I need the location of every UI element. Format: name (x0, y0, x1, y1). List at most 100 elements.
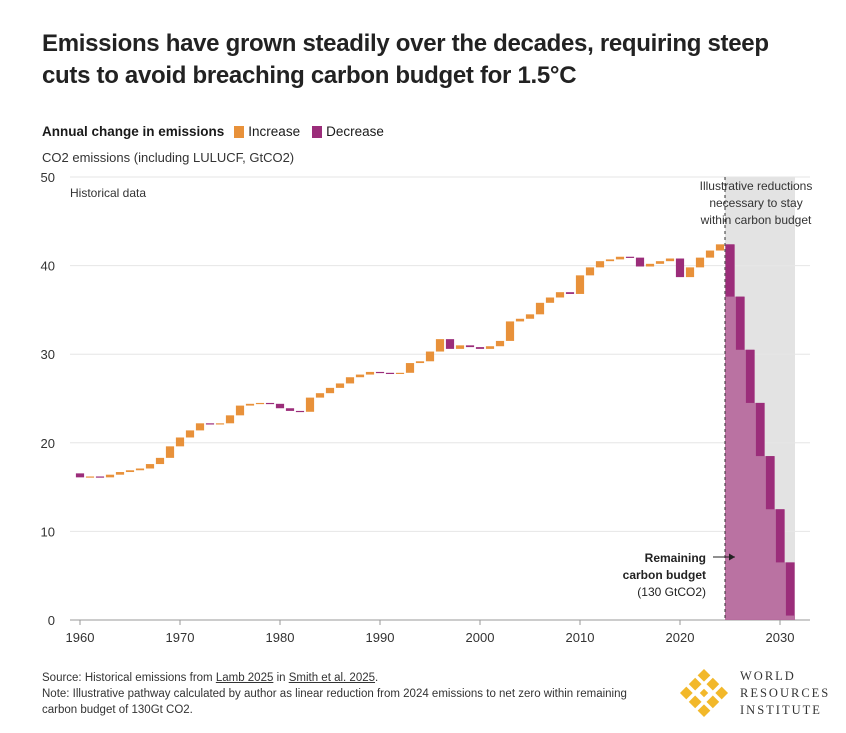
bar-1984 (315, 393, 325, 398)
x-tick-label: 2010 (566, 630, 595, 645)
bar-1991 (385, 372, 395, 375)
source-prefix: Source: Historical emissions from (42, 672, 216, 684)
bar-2020 (675, 258, 685, 278)
bar-1971 (185, 430, 195, 438)
x-tick-label: 1970 (166, 630, 195, 645)
source-line: Source: Historical emissions from Lamb 2… (42, 670, 642, 686)
bar-1965 (125, 470, 135, 473)
bar-2023 (705, 250, 715, 258)
increase-swatch (234, 125, 245, 138)
chart-title: Emissions have grown steadily over the d… (42, 30, 769, 89)
historical-data-annotation: Historical data (70, 186, 146, 200)
pathway-bar-2030 (775, 509, 785, 563)
bar-2015 (625, 256, 635, 258)
x-tick-label: 1990 (366, 630, 395, 645)
x-tick-label: 2030 (766, 630, 795, 645)
source-link-lamb[interactable]: Lamb 2025 (215, 672, 274, 684)
y-tick-label: 30 (41, 347, 55, 362)
bar-2011 (585, 267, 595, 276)
bar-1975 (225, 415, 235, 424)
bar-1961 (85, 476, 95, 478)
bar-1979 (265, 402, 275, 405)
bar-1978 (255, 402, 265, 405)
legend: Annual change in emissions Increase Decr… (42, 124, 396, 139)
bar-1987 (345, 377, 355, 384)
bar-2014 (615, 256, 625, 260)
logo-line-3: INSTITUTE (740, 703, 822, 717)
legend-title: Annual change in emissions (42, 124, 225, 139)
bar-1982 (295, 410, 305, 413)
bar-2005 (525, 314, 535, 319)
bar-2003 (505, 321, 515, 341)
bar-1962 (95, 476, 105, 478)
bar-1999 (465, 345, 475, 348)
y-tick-label: 40 (41, 259, 55, 274)
wri-logo-text: WORLD RESOURCES INSTITUTE (740, 668, 830, 719)
y-tick-label: 10 (41, 524, 55, 539)
bar-2024 (715, 244, 725, 251)
illustrative-annotation-line: within carbon budget (700, 213, 812, 227)
bar-1974 (215, 423, 225, 425)
x-tick-label: 1960 (66, 630, 95, 645)
bar-2007 (545, 297, 555, 303)
logo-line-1: WORLD (740, 669, 796, 683)
wri-logo-icon (679, 668, 729, 718)
bar-1981 (285, 408, 295, 411)
bar-1985 (325, 387, 335, 394)
pathway-bar-2031 (785, 562, 795, 616)
bar-1973 (205, 423, 215, 425)
pathway-bar-2025 (725, 244, 735, 297)
bar-2001 (485, 346, 495, 349)
bar-2012 (595, 261, 605, 268)
y-axis-label: CO2 emissions (including LULUCF, GtCO2) (42, 150, 295, 165)
bar-1993 (405, 363, 415, 373)
legend-item-decrease: Decrease (312, 124, 384, 139)
bar-2006 (535, 302, 545, 315)
bar-2019 (665, 258, 675, 262)
x-tick-label: 1980 (266, 630, 295, 645)
pathway-bar-2027 (745, 349, 755, 403)
bar-2018 (655, 261, 665, 264)
bar-2013 (605, 259, 615, 262)
legend-label-increase: Increase (248, 124, 301, 139)
bar-1963 (105, 474, 115, 478)
source-link-smith[interactable]: Smith et al. 2025 (288, 672, 376, 684)
bar-2008 (555, 292, 565, 298)
bar-1980 (275, 403, 285, 409)
bar-1998 (455, 345, 465, 349)
bar-2022 (695, 257, 705, 268)
bar-1972 (195, 423, 205, 431)
bar-1968 (155, 457, 165, 465)
x-tick-label: 2020 (666, 630, 695, 645)
illustrative-annotation-line: Illustrative reductions (700, 179, 813, 193)
bar-1992 (395, 372, 405, 375)
bar-1964 (115, 472, 125, 475)
bar-1996 (435, 339, 445, 352)
illustrative-annotation-line: necessary to stay (709, 196, 802, 210)
bar-1977 (245, 403, 255, 406)
bar-2010 (575, 275, 585, 294)
y-tick-label: 20 (41, 436, 55, 451)
bar-1969 (165, 446, 175, 458)
bar-1988 (355, 374, 365, 378)
bar-1989 (365, 371, 375, 375)
bar-2009 (565, 292, 575, 294)
pathway-bar-2028 (755, 402, 765, 457)
x-tick-label: 2000 (466, 630, 495, 645)
decrease-swatch (312, 125, 323, 138)
budget-annotation-line: Remaining (645, 551, 706, 565)
budget-annotation-line: carbon budget (623, 568, 706, 582)
source-mid: in (273, 672, 289, 684)
bar-1994 (415, 361, 425, 364)
bar-1997 (445, 339, 455, 349)
bar-2021 (685, 267, 695, 278)
bar-1986 (335, 383, 345, 388)
bar-1966 (135, 468, 145, 471)
legend-label-decrease: Decrease (326, 124, 384, 139)
bar-2000 (475, 347, 485, 349)
bar-1990 (375, 371, 385, 374)
bar-2002 (495, 340, 505, 347)
bar-1967 (145, 464, 155, 469)
legend-item-increase: Increase (234, 124, 300, 139)
